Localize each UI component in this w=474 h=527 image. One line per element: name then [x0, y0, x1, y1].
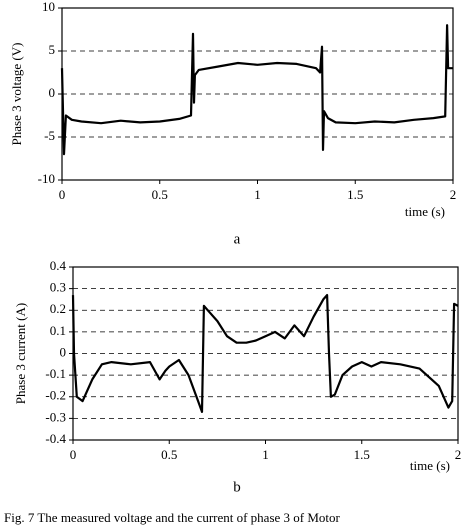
figure-caption: Fig. 7 The measured voltage and the curr… [4, 510, 341, 525]
x-tick-label: 0.5 [152, 187, 168, 202]
chart-subtitle: a [234, 231, 241, 247]
chart-subtitle: b [233, 479, 241, 495]
y-tick-label: -0.3 [45, 409, 66, 424]
y-tick-label: -5 [44, 128, 55, 143]
y-tick-label: -0.4 [45, 431, 66, 446]
y-tick-label: 0 [49, 85, 56, 100]
y-tick-label: -10 [38, 171, 55, 186]
y-tick-label: -0.1 [45, 366, 66, 381]
y-tick-label: -0.2 [45, 388, 66, 403]
y-tick-label: 0 [60, 344, 67, 359]
x-tick-label: 2 [455, 447, 462, 462]
x-tick-label: 2 [450, 187, 457, 202]
x-axis-label: time (s) [410, 458, 450, 473]
x-tick-label: 1.5 [354, 447, 370, 462]
y-axis-label: Phase 3 current (A) [13, 303, 28, 404]
y-axis-label: Phase 3 voltage (V) [9, 43, 24, 146]
y-tick-label: 0.3 [50, 280, 66, 295]
x-tick-label: 0.5 [161, 447, 177, 462]
x-tick-label: 0 [59, 187, 66, 202]
x-axis-label: time (s) [405, 204, 445, 219]
data-line [60, 24, 453, 156]
y-tick-label: 5 [49, 42, 56, 57]
x-tick-label: 0 [70, 447, 77, 462]
y-tick-label: 0.4 [50, 258, 67, 273]
x-tick-label: 1 [262, 447, 269, 462]
y-tick-label: 0.1 [50, 323, 66, 338]
x-tick-label: 1 [254, 187, 261, 202]
x-tick-label: 1.5 [347, 187, 363, 202]
y-tick-label: 0.2 [50, 301, 66, 316]
y-tick-label: 10 [42, 0, 55, 14]
data-line [71, 294, 459, 413]
